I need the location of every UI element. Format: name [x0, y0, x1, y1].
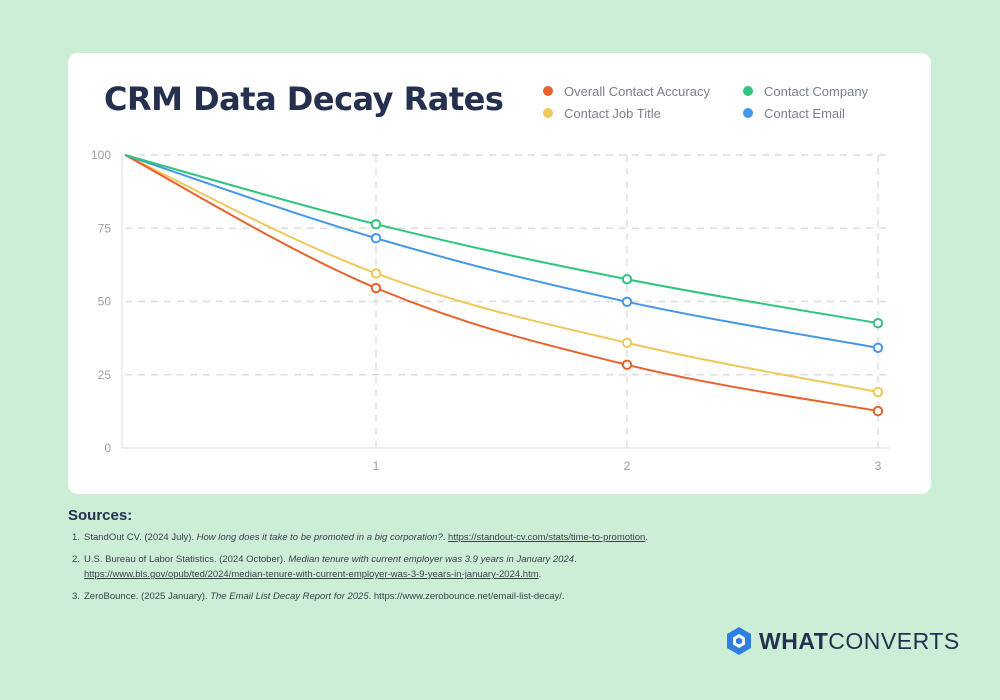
- logo-word-bold: WHAT: [759, 627, 829, 654]
- legend-swatch: [743, 108, 753, 118]
- source-title: The Email List Decay Report for 2025: [210, 591, 369, 602]
- data-point: [370, 268, 382, 279]
- data-point: [621, 337, 633, 349]
- source-item: 1. StandOut CV. (2024 July). How long doe…: [72, 530, 944, 545]
- series-line: [124, 154, 879, 413]
- data-point: [370, 233, 382, 244]
- x-tick-label: 3: [875, 459, 882, 473]
- whatconverts-logo-icon: [727, 627, 751, 655]
- x-tick-label: 1: [373, 459, 380, 473]
- whatconverts-logo[interactable]: WHATCONVERTS: [726, 626, 960, 656]
- legend-label: Overall Contact Accuracy: [564, 83, 710, 99]
- y-tick-label: 75: [98, 221, 112, 235]
- y-tick-label: 100: [91, 148, 111, 162]
- source-title: Median tenure with current employer was …: [288, 554, 575, 565]
- legend-item-contact-company: Contact Company: [743, 83, 903, 99]
- legend-label: Contact Company: [764, 83, 869, 99]
- series-line: [124, 154, 879, 349]
- data-point: [872, 405, 884, 417]
- data-point: [370, 218, 382, 230]
- chart-title: CRM Data Decay Rates: [104, 80, 504, 118]
- source-item: 2. U.S. Bureau of Labor Statistics. (2024…: [72, 552, 944, 582]
- legend-swatch: [543, 86, 553, 96]
- chart-card: [68, 53, 931, 494]
- source-number: 1.: [72, 532, 80, 543]
- source-text: StandOut CV. (2024 July).: [84, 532, 197, 543]
- data-point: [872, 386, 884, 398]
- sources-heading: Sources:: [68, 507, 133, 524]
- series-line: [124, 154, 879, 394]
- y-tick-label: 0: [104, 441, 111, 455]
- legend-label: Contact Email: [764, 105, 845, 121]
- logo-word-light: CONVERTS: [828, 627, 960, 654]
- legend-swatch: [543, 108, 553, 118]
- source-number: 3.: [72, 591, 80, 602]
- source-text: .: [442, 532, 449, 543]
- y-tick-label: 25: [98, 368, 112, 382]
- sources-list: 1. StandOut CV. (2024 July). How long doe…: [72, 530, 944, 611]
- legend-item-job-title: Contact Job Title: [543, 105, 743, 121]
- source-text: .: [574, 554, 577, 565]
- legend-item-overall-accuracy: Overall Contact Accuracy: [543, 83, 743, 99]
- y-tick-label: 50: [98, 295, 112, 309]
- source-title: How long does it take to be promoted in …: [196, 532, 443, 543]
- data-point: [621, 359, 633, 370]
- source-number: 2.: [72, 554, 80, 565]
- source-text: .: [645, 532, 648, 543]
- data-point: [872, 317, 884, 329]
- data-point: [621, 296, 633, 307]
- legend-label: Contact Job Title: [564, 105, 661, 121]
- source-text: . https://www.zerobounce.net/email-list-…: [368, 591, 565, 602]
- source-item: 3. ZeroBounce. (2025 January). The Email …: [72, 589, 944, 604]
- logo-wordmark: WHATCONVERTS: [759, 628, 960, 655]
- source-text: U.S. Bureau of Labor Statistics. (2024 O…: [84, 554, 289, 565]
- data-point: [370, 282, 382, 294]
- source-link[interactable]: https://www.bls.gov/opub/ted/2024/median…: [84, 569, 539, 580]
- data-point: [621, 274, 633, 285]
- x-tick-label: 2: [624, 459, 631, 473]
- source-link[interactable]: https://standout-cv.com/stats/time-to-pr…: [448, 532, 646, 543]
- series-line: [124, 154, 879, 325]
- source-text: .: [538, 569, 542, 580]
- legend-swatch: [743, 86, 753, 96]
- data-point: [872, 342, 884, 353]
- legend-item-contact-email: Contact Email: [743, 105, 903, 121]
- chart-legend: Overall Contact Accuracy Contact Company…: [543, 83, 903, 121]
- source-text: ZeroBounce. (2025 January).: [84, 591, 211, 602]
